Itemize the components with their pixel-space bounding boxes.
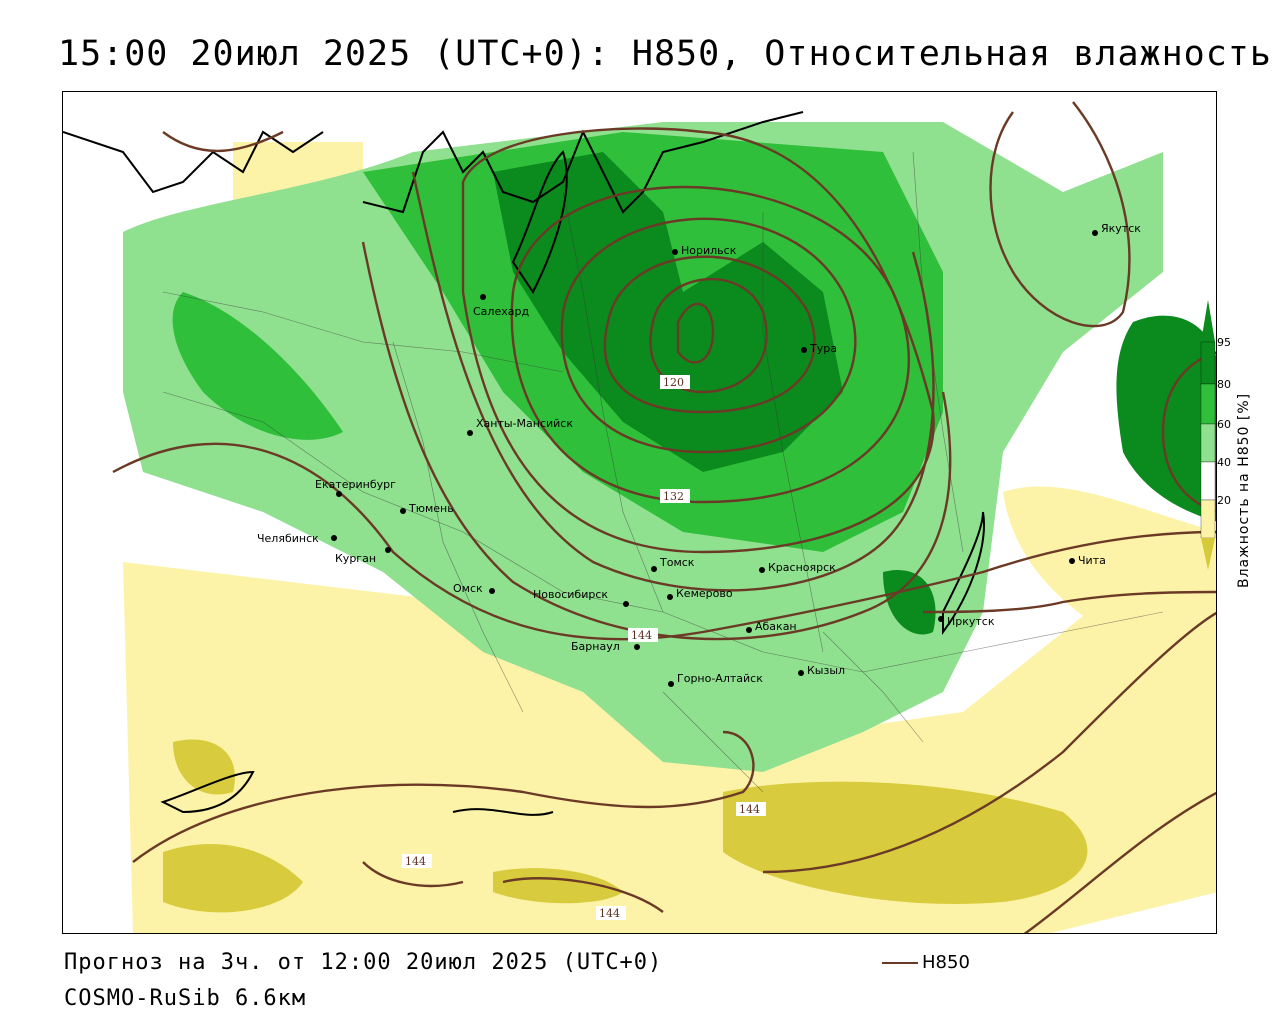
city-label-salekhard: Салехард	[473, 305, 529, 318]
colorbar-tick-40: 40	[1217, 456, 1231, 469]
city-label-chita: Чита	[1078, 554, 1106, 567]
humidity-colorbar: 95 80 60 40 20	[1200, 300, 1231, 570]
city-markers: Норильск Якутск Салехард Тура Ханты-Манс…	[257, 222, 1141, 687]
city-label-tomsk: Томск	[659, 556, 695, 569]
city-label-novosibirsk: Новосибирск	[533, 588, 608, 601]
contour-south-1	[132, 730, 755, 863]
colorbar-band-40	[1200, 461, 1216, 501]
city-dot-yakutsk	[1092, 230, 1098, 236]
contour-north-west	[162, 130, 284, 153]
city-label-chelyabinsk: Челябинск	[257, 532, 319, 545]
dry-zone-dark-3	[493, 868, 623, 904]
h850-legend-label: H850	[922, 952, 970, 973]
colorbar-tick-20: 20	[1217, 494, 1231, 507]
city-dot-tomsk	[651, 566, 657, 572]
contour-east	[1161, 351, 1216, 513]
region-borders	[162, 151, 1164, 793]
contour-label-group: 120 132 144 144 144 144	[402, 375, 766, 920]
city-label-yakutsk: Якутск	[1101, 222, 1141, 235]
contour-label-144-d: 144	[599, 907, 620, 920]
colorbar-tick-95: 95	[1217, 336, 1231, 349]
contour-south-3	[362, 861, 464, 888]
contour-outer-2	[411, 171, 935, 592]
dry-zone-dark-1	[723, 781, 1088, 904]
contour-south-east-2	[1023, 791, 1216, 933]
city-dot-kemerovo	[667, 594, 673, 600]
city-label-kyzyl: Кызыл	[807, 664, 845, 677]
city-label-tura: Тура	[809, 342, 837, 355]
city-dot-krasnoyarsk	[759, 567, 765, 573]
contour-126	[560, 217, 857, 454]
city-dot-kyzyl	[798, 670, 804, 676]
city-dot-kurgan	[385, 547, 391, 553]
model-info: COSMO-RuSib 6.6км	[64, 986, 307, 1011]
contour-label-132: 132	[663, 490, 684, 503]
city-dot-irkutsk	[938, 616, 944, 622]
contour-label-120: 120	[663, 376, 684, 389]
city-dot-chelyabinsk	[331, 535, 337, 541]
h850-legend-line	[882, 962, 918, 964]
city-dot-khanty-mansiysk	[467, 430, 473, 436]
map-title: 15:00 20июл 2025 (UTC+0): H850, Относите…	[58, 34, 1272, 74]
contour-144	[112, 442, 1216, 641]
city-dot-tura	[801, 347, 807, 353]
contour-south-2	[502, 877, 664, 913]
city-label-khanty-mansiysk: Ханты-Мансийск	[476, 417, 573, 430]
city-dot-abakan	[746, 627, 752, 633]
colorbar-tick-80: 80	[1217, 378, 1231, 391]
dry-zone-east	[1003, 486, 1216, 691]
city-dot-salekhard	[480, 294, 486, 300]
colorbar-title: Влажность на H850 [%]	[1236, 392, 1252, 588]
city-label-kurgan: Курган	[335, 552, 376, 565]
city-dot-chita	[1069, 558, 1075, 564]
city-label-omsk: Омск	[453, 582, 483, 595]
city-dot-yekaterinburg	[336, 491, 342, 497]
city-dot-tyumen	[400, 508, 406, 514]
city-label-irkutsk: Иркутск	[947, 615, 995, 628]
contour-label-144-a: 144	[631, 629, 652, 642]
moist-zone-dark	[493, 152, 843, 472]
city-label-gorno-altaysk: Горно-Алтайск	[677, 672, 763, 685]
colorbar-band-20	[1200, 499, 1216, 539]
city-label-abakan: Абакан	[755, 620, 797, 633]
dry-zone-dark-2	[163, 843, 303, 913]
city-label-norilsk: Норильск	[681, 244, 737, 257]
contour-outer-3	[361, 241, 952, 641]
coastline-yamal	[511, 150, 568, 294]
h850-contours	[112, 101, 1216, 933]
city-dot-norilsk	[672, 249, 678, 255]
colorbar-bottom-arrow	[1201, 538, 1215, 570]
humidity-field-map: 120 132 144 144 144 144 Норильск Якутск …	[63, 92, 1216, 933]
city-dot-omsk	[489, 588, 495, 594]
contour-label-144-b: 144	[739, 803, 760, 816]
city-label-tyumen: Тюмень	[408, 502, 454, 515]
colorbar-band-95	[1200, 341, 1216, 385]
city-dot-novosibirsk	[623, 601, 629, 607]
colorbar-band-80	[1200, 383, 1216, 425]
colorbar-top-arrow	[1201, 300, 1215, 342]
colorbar-tick-60: 60	[1217, 418, 1231, 431]
contour-120	[603, 255, 816, 414]
city-label-krasnoyarsk: Красноярск	[768, 561, 836, 574]
moist-zone-medium-2	[172, 292, 343, 440]
colorbar-band-60	[1200, 423, 1216, 463]
city-dot-barnaul	[634, 644, 640, 650]
city-label-yekaterinburg: Екатеринбург	[315, 478, 396, 491]
map-panel[interactable]: 120 132 144 144 144 144 Норильск Якутск …	[62, 91, 1217, 934]
contour-inner-1	[676, 302, 715, 364]
contour-south-east	[762, 611, 1216, 874]
contour-132	[510, 185, 910, 504]
forecast-info: Прогноз на 3ч. от 12:00 20июл 2025 (UTC+…	[64, 950, 663, 975]
city-dot-gorno-altaysk	[668, 681, 674, 687]
lake-balkhash	[452, 808, 554, 816]
contour-label-144-c: 144	[405, 855, 426, 868]
lake-baikal	[942, 511, 985, 636]
contour-north-east	[989, 101, 1131, 328]
city-label-kemerovo: Кемерово	[676, 587, 733, 600]
caspian-coast	[160, 770, 255, 814]
city-label-barnaul: Барнаул	[571, 640, 620, 653]
contour-east-mid	[922, 590, 1216, 614]
